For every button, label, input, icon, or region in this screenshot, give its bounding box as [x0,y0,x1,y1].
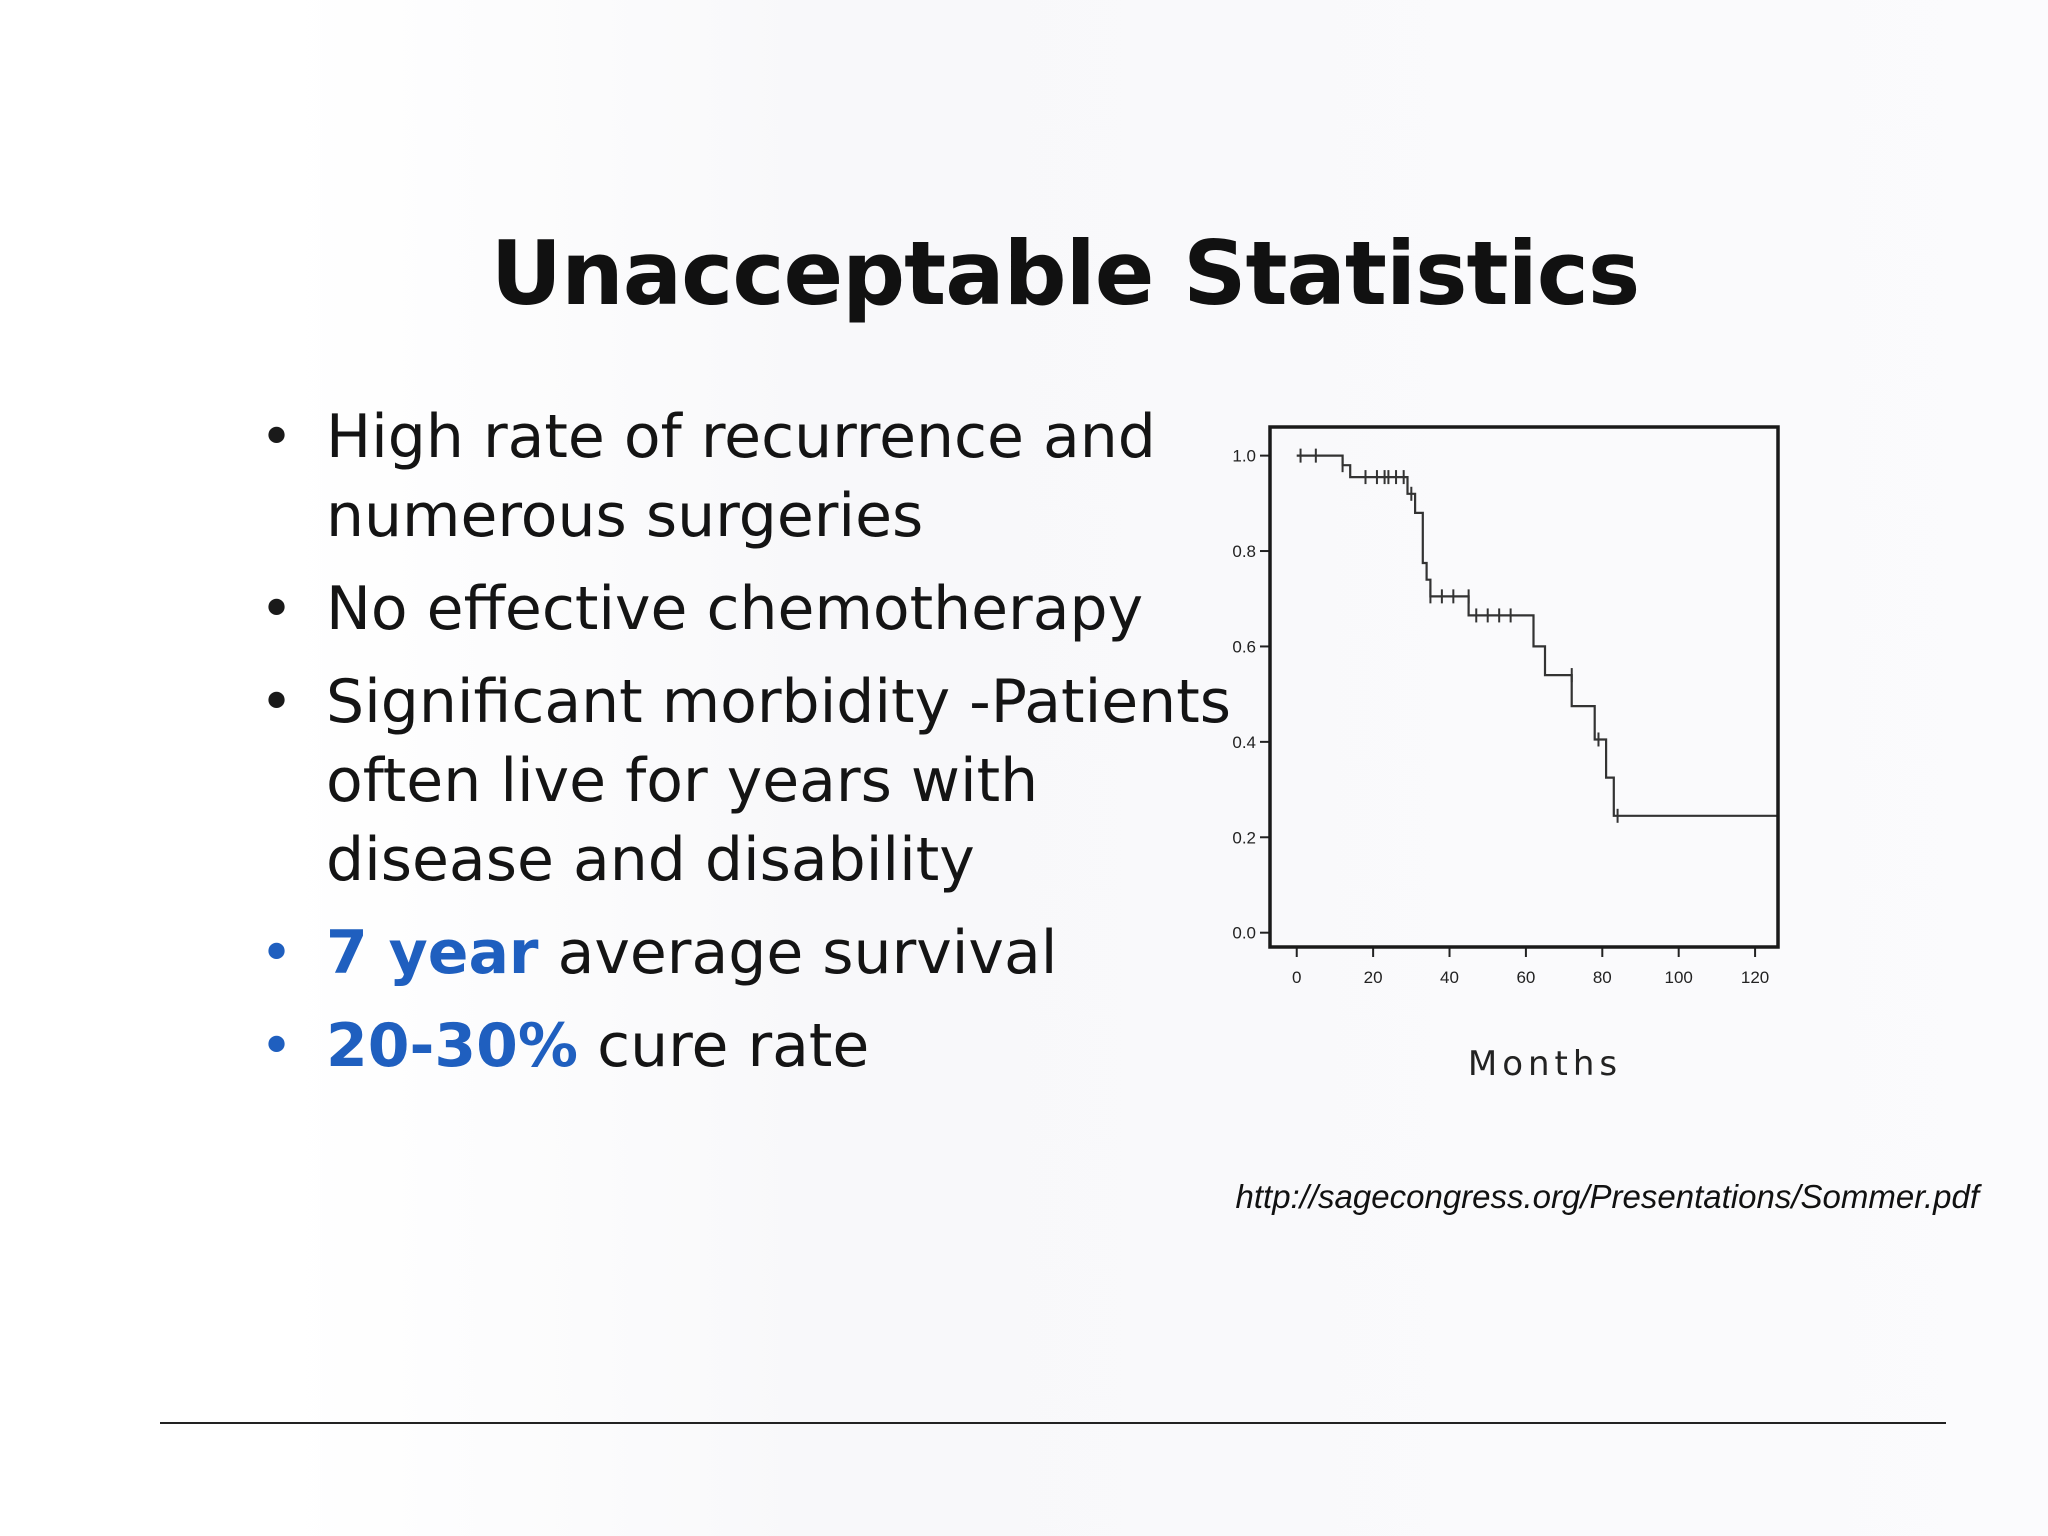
plot-series [1296,448,1778,823]
y-tick-label: 1.0 [1232,447,1256,466]
bullet-text-line: No effective chemotherapy [326,574,1144,644]
bullet-text: cure rate [578,1011,870,1081]
bullet-item: • High rate of recurrence and numerous s… [258,398,1238,556]
bullet-item: • Significant morbidity -Patients often … [258,663,1238,900]
x-tick-label: 60 [1516,968,1535,987]
bullet-text-line: High rate of recurrence and [326,402,1156,472]
bullet-item: • 20-30% cure rate [258,1007,1238,1086]
survival-curve [1296,454,1778,817]
bullet-item: • No effective chemotherapy [258,570,1238,649]
bullet-text: average survival [538,918,1058,988]
source-citation: http://sagecongress.org/Presentations/So… [1235,1178,1980,1215]
y-tick-label: 0.4 [1232,733,1256,752]
survival-chart: 0.0 0.2 0.4 0.6 0.8 1.0 0 20 40 60 80 100 120 Month… [1200,400,1820,1120]
survival-chart-svg: 0.0 0.2 0.4 0.6 0.8 1.0 0 20 40 60 80 100 120 Month… [1232,425,1780,1084]
footer-divider [160,1422,1946,1424]
bullet-item: • 7 year average survival [258,914,1238,993]
bullet-text-line: often live for years with [326,746,1039,816]
bullet-marker: • [260,921,294,986]
bullet-text-line: Significant morbidity -Patients [326,667,1231,737]
y-tick-label: 0.8 [1232,542,1256,561]
bullet-marker: • [260,405,294,470]
x-tick-label: 40 [1440,968,1459,987]
y-tick-label: 0.6 [1232,637,1256,656]
x-tick-label: 100 [1665,968,1693,987]
y-tick-label: 0.2 [1232,828,1256,847]
x-tick-label: 0 [1292,968,1301,987]
highlight-text: 20-30% [326,1011,579,1081]
slide-title: Unacceptable Statistics [490,222,1641,325]
bullet-marker: • [260,577,294,642]
x-tick-label: 80 [1593,968,1612,987]
highlight-text: 7 year [326,918,539,988]
y-tick-label: 0.0 [1232,924,1256,943]
plot-frame [1268,425,1780,949]
bullet-text-line: numerous surgeries [326,481,924,551]
bullet-marker: • [260,1014,294,1079]
bullet-marker: • [260,670,294,735]
x-tick-label: 20 [1364,968,1383,987]
x-tick-label: 120 [1741,968,1769,987]
x-axis: 0 20 40 60 80 100 120 [1292,947,1769,987]
x-axis-label: Months [1468,1044,1622,1084]
y-axis: 0.0 0.2 0.4 0.6 0.8 1.0 [1232,447,1270,943]
bullet-list: • High rate of recurrence and numerous s… [258,398,1238,1100]
bullet-text-line: disease and disability [326,825,975,895]
